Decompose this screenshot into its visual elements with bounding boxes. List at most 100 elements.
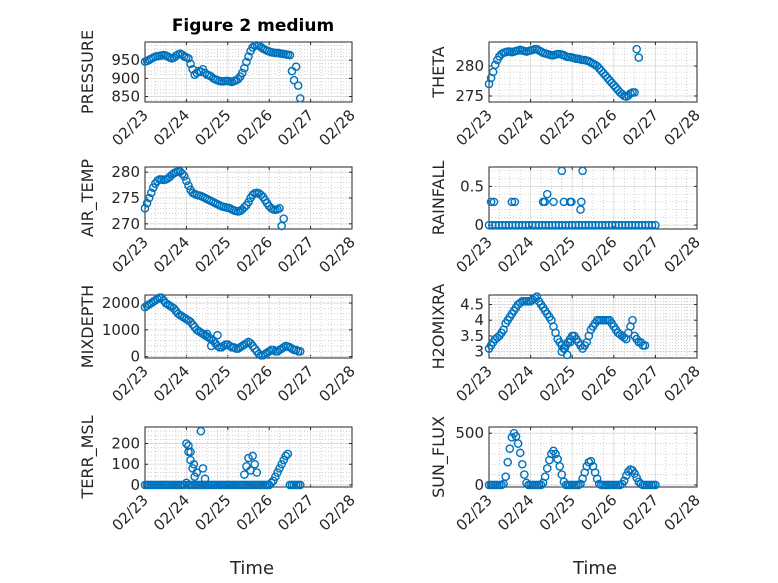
data-point — [562, 350, 572, 360]
data-point — [540, 472, 550, 481]
x-tick-label: 02/28 — [661, 233, 704, 276]
x-tick-label: 02/25 — [536, 491, 579, 534]
x-tick-label: 02/24 — [494, 491, 537, 534]
data-point — [252, 468, 262, 477]
data-point — [180, 171, 189, 181]
data-point — [501, 472, 510, 481]
data-point — [279, 455, 288, 465]
x-tick-label: 02/25 — [536, 233, 579, 276]
y-tick-label: 950 — [111, 51, 140, 69]
x-tick-label: 02/24 — [150, 233, 193, 276]
data-point — [244, 197, 253, 207]
data-point — [640, 341, 650, 350]
data-point — [186, 59, 195, 69]
x-axis-label-right: Time — [572, 558, 617, 579]
x-tick-label: 02/27 — [619, 106, 662, 149]
data-point — [213, 330, 222, 340]
y-axis-label: SUN_FLUX — [429, 416, 449, 498]
data-point — [269, 345, 278, 355]
data-point — [269, 476, 278, 486]
subplots: 02/2302/2402/2502/2602/2702/28850900950P… — [78, 30, 704, 534]
x-tick-label: 02/23 — [109, 491, 152, 534]
data-point — [293, 81, 303, 90]
data-point — [283, 449, 293, 459]
data-point — [279, 342, 288, 352]
data-point — [619, 333, 629, 342]
x-tick-label: 02/23 — [109, 362, 152, 405]
figure-title: Figure 2 medium — [172, 16, 334, 36]
data-point — [549, 197, 558, 207]
x-tick-label: 02/23 — [109, 106, 152, 149]
data-point — [177, 169, 187, 179]
axes-border — [144, 294, 353, 359]
y-tick-label: 280 — [455, 57, 484, 75]
data-point — [592, 61, 602, 71]
data-point — [586, 456, 596, 466]
x-tick-label: 02/26 — [233, 362, 276, 405]
data-point — [266, 478, 276, 488]
data-point — [578, 166, 587, 176]
data-point — [192, 68, 202, 78]
data-point — [240, 470, 249, 479]
data-point — [567, 197, 576, 207]
data-point — [289, 75, 299, 85]
axes-border — [144, 41, 353, 103]
data-point — [285, 50, 295, 60]
x-tick-label: 02/27 — [274, 362, 317, 405]
data-point — [489, 197, 499, 207]
y-tick-label: 270 — [111, 215, 140, 233]
y-axis-label: THETA — [429, 46, 448, 98]
data-point — [632, 473, 641, 482]
x-tick-label: 02/23 — [453, 106, 496, 149]
x-tick-label: 02/25 — [191, 491, 234, 534]
x-tick-label: 02/26 — [577, 362, 620, 405]
x-tick-label: 02/23 — [109, 233, 152, 276]
x-tick-label: 02/26 — [233, 106, 276, 149]
data-point — [607, 78, 617, 88]
x-tick-label: 02/23 — [453, 233, 496, 276]
data-point — [493, 333, 502, 342]
data-point — [196, 426, 206, 436]
data-point — [186, 447, 195, 457]
data-point — [507, 197, 517, 207]
data-point — [540, 197, 550, 207]
data-point — [240, 202, 249, 212]
data-point — [184, 181, 193, 190]
data-point — [279, 214, 288, 223]
y-tick-label: 280 — [111, 163, 140, 181]
y-tick-label: 0 — [130, 476, 140, 494]
data-point — [557, 166, 567, 176]
x-tick-label: 02/24 — [150, 106, 193, 149]
x-tick-label: 02/27 — [619, 491, 662, 534]
x-tick-label: 02/28 — [316, 106, 359, 149]
x-tick-label: 02/28 — [661, 362, 704, 405]
y-tick-label: 0.5 — [460, 177, 484, 195]
x-tick-label: 02/28 — [661, 491, 704, 534]
data-point — [281, 451, 291, 461]
y-axis-label: TERR_MSL — [78, 415, 98, 499]
data-point — [256, 190, 266, 200]
data-point — [140, 204, 150, 213]
data-point — [605, 76, 614, 85]
x-tick-label: 02/27 — [619, 362, 662, 405]
y-axis-label: AIR_TEMP — [78, 159, 98, 237]
data-point — [250, 459, 260, 469]
data-point — [647, 220, 657, 230]
data-point — [542, 189, 552, 199]
data-point — [248, 451, 257, 461]
data-point — [244, 453, 253, 463]
data-point — [532, 292, 542, 301]
data-point — [254, 349, 264, 359]
data-point — [273, 468, 282, 477]
data-point — [146, 188, 156, 198]
y-tick-label: 850 — [111, 88, 140, 106]
data-point — [611, 83, 621, 92]
data-point — [520, 470, 529, 479]
data-point — [271, 472, 280, 481]
data-point — [634, 53, 644, 62]
